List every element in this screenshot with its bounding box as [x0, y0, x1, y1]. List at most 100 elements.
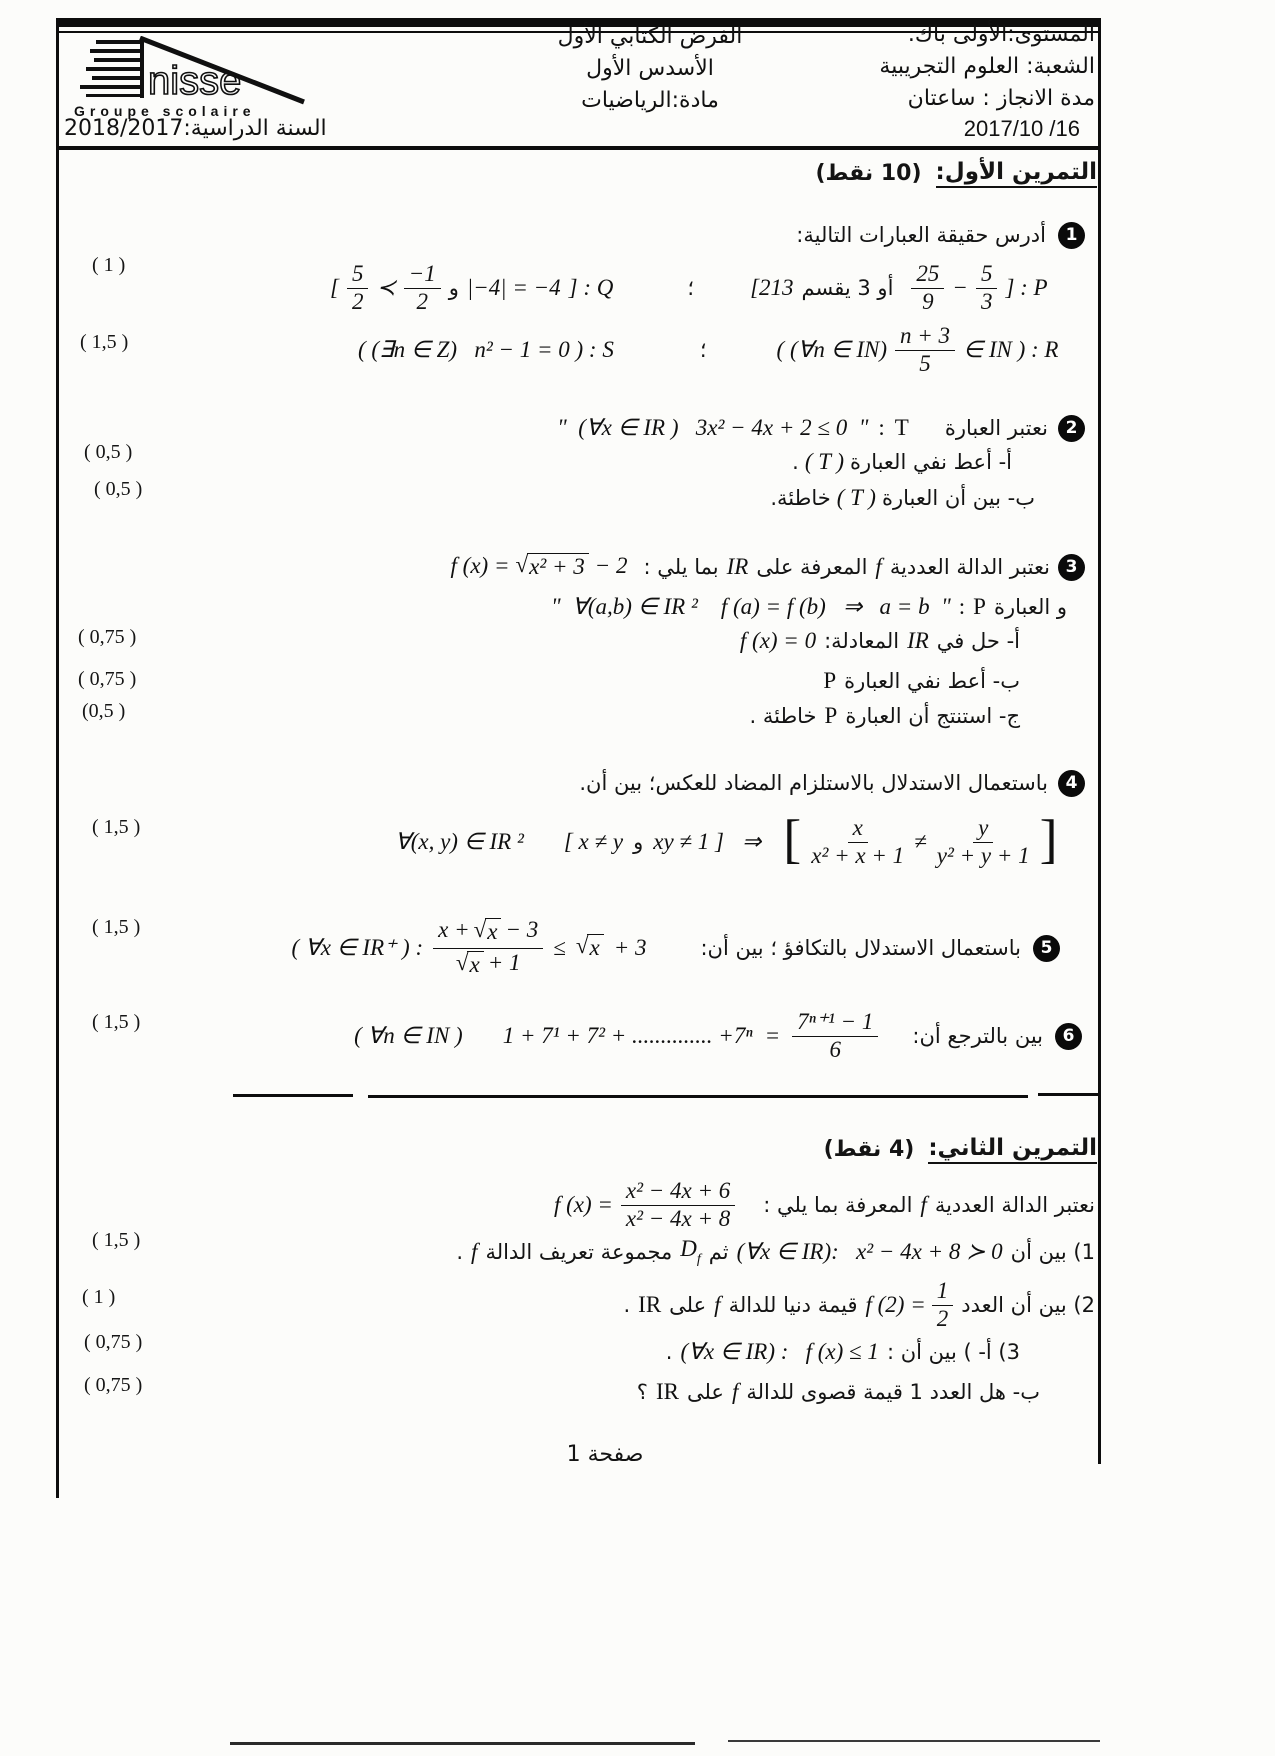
- mark-value: ( 0,75 ): [78, 626, 137, 648]
- mark-value: ( 1,5 ): [80, 331, 129, 353]
- function-f: f: [471, 1239, 478, 1264]
- ex2-q2-text-2: قيمة دنيا للدالة: [728, 1293, 858, 1317]
- question-mark: ؟: [636, 1380, 648, 1404]
- colon: :: [958, 594, 966, 619]
- mark-value: ( 0,75 ): [84, 1374, 143, 1396]
- rational-function-fraction: x² − 4x + 6 x² − 4x + 8: [620, 1179, 736, 1230]
- q-close-and-name: ] : Q: [568, 275, 614, 300]
- fraction-denominator: 5: [919, 350, 931, 376]
- domain-subscript-f: f: [696, 1252, 701, 1267]
- ex2-q3a-inequality: (∀x ∈ IR) : f (x) ≤ 1: [680, 1339, 879, 1364]
- q6-number-badge: 6: [1055, 1022, 1082, 1050]
- ex2-q2-text-1: 2) بين أن العدد: [961, 1293, 1095, 1317]
- separator-semicolon: ؛: [699, 338, 707, 362]
- set-IR: IR: [655, 1379, 679, 1404]
- top-border-thin-line: [57, 31, 1100, 33]
- square-root: √ x: [456, 950, 484, 978]
- q3-part-c-row: ج- استنتج أن العبارة P خاطئة .: [750, 699, 1021, 733]
- statement-name-P: P: [973, 594, 986, 619]
- left-tall-bracket: [: [783, 809, 802, 870]
- function-f: f: [875, 554, 882, 579]
- statement-ref-T: ( T ): [804, 449, 845, 474]
- mark-value: ( 0,75 ): [78, 668, 137, 690]
- ex2-q1-row: 1) بين أن (∀x ∈ IR): x² − 4x + 8 ≻ 0 ثم …: [456, 1235, 1095, 1269]
- colon: :: [878, 415, 885, 440]
- statement-ref-T: ( T ): [836, 485, 876, 510]
- section-divider-segment: [233, 1094, 353, 1097]
- logo-brand-text: nisse: [148, 59, 241, 103]
- forall-x-irplus: ( ∀x ∈ IR⁺ ) :: [291, 935, 424, 960]
- ex2-intro-text-2: المعرفة بما يلي :: [763, 1193, 913, 1217]
- fraction-numerator: 5: [346, 262, 369, 289]
- q6-intro-text: بين بالترجع أن:: [912, 1024, 1043, 1048]
- fraction-5-2: 5 2: [346, 262, 369, 314]
- q2-statement: " (∀x ∈ IR ) 3x² − 4x + 2 ≤ 0 ": [557, 415, 869, 440]
- radicand: x: [485, 918, 502, 945]
- header-level: المستوى:الأولى باك.: [907, 22, 1095, 47]
- ex2-q3b-text: ب- هل العدد 1 قيمة قصوى للدالة: [746, 1380, 1040, 1404]
- header-stream: الشعبة: العلوم التجريبية: [879, 54, 1095, 79]
- period: .: [792, 450, 799, 474]
- q3-intro-text-1: نعتبر الدالة العددية: [889, 555, 1050, 579]
- square-root: √ x: [474, 917, 502, 945]
- header-semester: الأسدس الأول: [586, 56, 714, 81]
- exercise2-title: التمرين الثاني:: [928, 1135, 1097, 1164]
- q3a-text-1: أ- حل في: [936, 629, 1020, 653]
- q1-intro-row: 1 أدرس حقيقة العبارات التالية:: [796, 218, 1085, 252]
- fraction-denominator: x² + x + 1: [811, 842, 905, 868]
- fraction-25-9: 25 9: [911, 262, 945, 313]
- fraction-numerator: n + 3: [895, 324, 956, 351]
- header-exam-title: الفرض الكتابي الأول: [557, 24, 743, 49]
- mark-value: (0,5 ): [82, 700, 126, 722]
- r-statement-suffix: ∈ IN ) : R: [963, 337, 1059, 362]
- q3a-text-2: المعادلة:: [824, 629, 900, 653]
- fraction-1-2: 1 2: [931, 1279, 954, 1330]
- q1-number-badge: 1: [1058, 221, 1085, 249]
- domain-Df: Df: [680, 1236, 701, 1268]
- q1-statements-sr-row: ( (∃n ∈ Z) n² − 1 = 0 ) : S ؛ ( (∀n ∈ IN…: [358, 322, 1058, 378]
- fraction-denominator: 2: [351, 288, 364, 314]
- f-of-2-equals: f (2) =: [865, 1292, 926, 1317]
- q3-p-statement: " ∀(a,b) ∈ IR ² f (a) = f (b) ⇒ a = b ": [551, 594, 951, 619]
- fraction-denominator: 3: [980, 288, 993, 314]
- period: .: [456, 1240, 464, 1264]
- q4-intro-row: 4 باستعمال الاستدلال بالاستلزام المضاد ل…: [579, 766, 1085, 800]
- minus-2: − 2: [594, 553, 628, 579]
- period: .: [623, 1293, 631, 1317]
- implies-arrow: ⇒: [742, 829, 762, 854]
- right-tall-bracket: ]: [1039, 809, 1058, 870]
- forall-n-in: ( ∀n ∈ IN ): [354, 1023, 463, 1048]
- ex2-q1-then: ثم: [708, 1240, 729, 1264]
- q3-intro-row: 3 نعتبر الدالة العددية f المعرفة على IR …: [451, 547, 1085, 587]
- fraction-denominator: y² + y + 1: [936, 842, 1030, 868]
- q3-intro-text-3: بما يلي :: [643, 555, 719, 579]
- school-logo-graphic: nisse Groupe scolaire: [74, 35, 305, 119]
- mark-value: ( 1,5 ): [92, 916, 141, 938]
- q3-part-a-row: أ- حل في IR المعادلة: f (x) = 0: [740, 624, 1020, 658]
- q5-number-badge: 5: [1033, 934, 1060, 962]
- fraction-numerator: 5: [975, 262, 998, 289]
- mark-value: ( 1 ): [92, 254, 126, 276]
- precedes-symbol: ≺: [376, 275, 396, 300]
- radical-sign: √: [515, 552, 529, 578]
- statement-name-P: P: [824, 703, 838, 728]
- s-statement: ( (∃n ∈ Z) n² − 1 = 0 ) : S: [358, 337, 614, 362]
- p-divides-text: أو 3 يقسم: [801, 276, 894, 300]
- conjunction-wa: و: [633, 830, 644, 854]
- conjunction-wa: و: [448, 276, 459, 300]
- numerator-x-plus: x +: [438, 917, 470, 943]
- mark-value: ( 1,5 ): [92, 816, 141, 838]
- ex2-q3a-text: 3) أ- ) بين أن :: [886, 1340, 1020, 1364]
- ex2-q3a-row: 3) أ- ) بين أن : (∀x ∈ IR) : f (x) ≤ 1 .: [666, 1335, 1020, 1369]
- x-neq-y: [ x ≠ y: [563, 829, 624, 854]
- fraction-denominator: 6: [829, 1036, 842, 1062]
- ex2-intro-row: نعتبر الدالة العددية f المعرفة بما يلي :…: [554, 1163, 1095, 1247]
- ex2-q3b-row: ب- هل العدد 1 قيمة قصوى للدالة f على IR …: [637, 1375, 1040, 1409]
- fraction-neg1-2: −1 2: [403, 262, 441, 314]
- q-open-bracket: [: [330, 275, 339, 300]
- function-f: f: [920, 1192, 927, 1217]
- numerator-minus-3: − 3: [505, 917, 539, 943]
- fraction-denominator: 2: [416, 288, 429, 314]
- set-IR: IR: [907, 628, 929, 653]
- separator-semicolon: ؛: [687, 276, 695, 300]
